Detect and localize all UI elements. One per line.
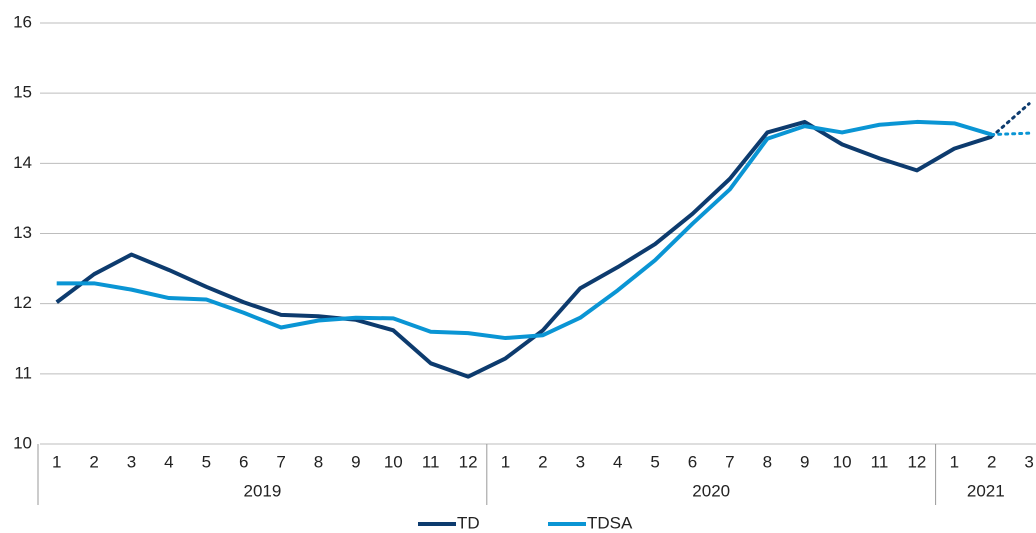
x-tick-label: 6 <box>239 452 248 471</box>
x-tick-label: 2 <box>89 452 98 471</box>
x-tick-label: 11 <box>871 452 889 471</box>
y-tick-label: 14 <box>13 153 32 172</box>
series-line <box>56 119 993 341</box>
x-tick-label: 2 <box>538 452 547 471</box>
x-group-label: 2020 <box>692 481 730 500</box>
x-tick-label: 7 <box>276 452 285 471</box>
legend-label: TD <box>457 513 480 532</box>
x-tick-label: 4 <box>613 452 622 471</box>
x-tick-label: 10 <box>384 452 403 471</box>
x-tick-label: 2 <box>987 452 996 471</box>
x-tick-label: 5 <box>650 452 659 471</box>
x-tick-label: 3 <box>127 452 136 471</box>
y-tick-label: 11 <box>14 363 32 382</box>
x-tick-label: 3 <box>576 452 585 471</box>
y-tick-label: 13 <box>13 223 32 242</box>
x-tick-label: 1 <box>950 452 959 471</box>
x-tick-label: 9 <box>351 452 360 471</box>
x-tick-label: 6 <box>688 452 697 471</box>
x-group-label: 2021 <box>967 481 1005 500</box>
x-tick-label: 10 <box>833 452 852 471</box>
x-tick-label: 11 <box>422 452 440 471</box>
projection-line <box>990 131 1031 137</box>
x-tick-label: 1 <box>501 452 510 471</box>
x-tick-label: 12 <box>459 452 478 471</box>
y-tick-label: 10 <box>13 433 32 452</box>
y-tick-label: 12 <box>13 293 32 312</box>
y-tick-label: 16 <box>13 12 32 31</box>
x-tick-label: 9 <box>800 452 809 471</box>
x-tick-label: 7 <box>725 452 734 471</box>
x-tick-label: 3 <box>1024 452 1033 471</box>
x-tick-label: 1 <box>52 452 61 471</box>
x-tick-label: 4 <box>164 452 173 471</box>
x-tick-label: 12 <box>907 452 926 471</box>
x-tick-label: 8 <box>763 452 772 471</box>
series-line <box>55 119 993 379</box>
x-tick-label: 5 <box>202 452 211 471</box>
y-tick-label: 15 <box>13 83 32 102</box>
legend-label: TDSA <box>587 513 633 532</box>
projection-line <box>990 102 1031 139</box>
x-tick-label: 8 <box>314 452 323 471</box>
x-group-label: 2019 <box>243 481 281 500</box>
